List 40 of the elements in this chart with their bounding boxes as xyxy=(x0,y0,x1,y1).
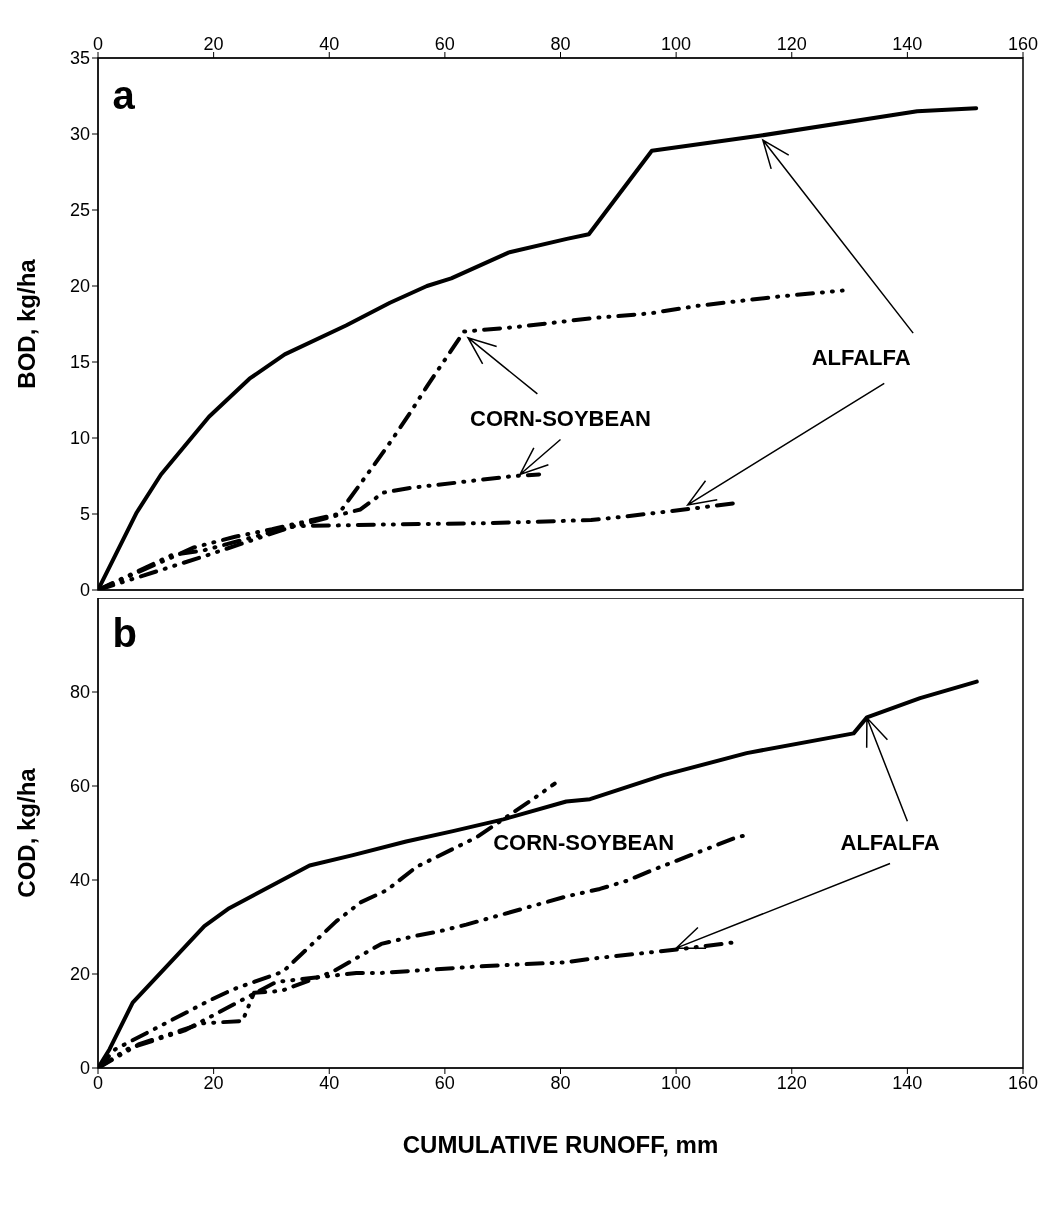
y-tick-label: 10 xyxy=(69,428,90,449)
x-tick-label: 160 xyxy=(1007,1072,1039,1093)
y-axis-title: BOD, kg/ha xyxy=(12,258,40,389)
y-tick-label: 0 xyxy=(79,580,90,601)
x-tick-label: 100 xyxy=(661,1072,692,1093)
annotation: ALFALFA xyxy=(840,830,940,856)
x-tick-label: 160 xyxy=(1007,34,1039,54)
x-tick-label: 140 xyxy=(892,34,923,54)
y-tick-label: 15 xyxy=(69,352,90,373)
annotation: CORN-SOYBEAN xyxy=(493,830,675,856)
x-tick-label: 60 xyxy=(434,34,455,54)
x-tick-label: 20 xyxy=(203,34,224,54)
annotation: ALFALFA xyxy=(811,345,911,371)
annotation: CORN-SOYBEAN xyxy=(470,406,651,432)
x-tick-label: 0 xyxy=(92,34,104,54)
x-tick-label: 40 xyxy=(319,1072,340,1093)
y-tick-label: 25 xyxy=(69,200,90,221)
x-axis-title: CUMULATIVE RUNOFF, mm xyxy=(402,1131,719,1158)
annotation: a xyxy=(112,73,136,118)
y-tick-label: 40 xyxy=(69,870,90,891)
y-tick-label: 35 xyxy=(69,48,90,69)
y-tick-label: 20 xyxy=(69,964,90,985)
y-tick-label: 20 xyxy=(69,276,90,297)
y-tick-label: 5 xyxy=(79,504,90,525)
x-tick-label: 100 xyxy=(661,34,692,54)
x-tick-label: 0 xyxy=(92,1072,104,1093)
y-tick-label: 0 xyxy=(79,1058,90,1079)
y-tick-label: 30 xyxy=(69,124,90,145)
x-tick-label: 140 xyxy=(892,1072,923,1093)
annotation: b xyxy=(112,610,137,655)
y-tick-label: 60 xyxy=(69,776,90,797)
y-axis-title: COD, kg/ha xyxy=(12,767,40,898)
x-tick-label: 80 xyxy=(550,34,571,54)
x-tick-label: 20 xyxy=(203,1072,224,1093)
x-tick-label: 40 xyxy=(319,34,340,54)
x-tick-label: 80 xyxy=(550,1072,571,1093)
y-tick-label: 80 xyxy=(69,682,90,703)
x-tick-label: 60 xyxy=(434,1072,455,1093)
x-tick-label: 120 xyxy=(776,34,807,54)
x-tick-label: 120 xyxy=(776,1072,807,1093)
